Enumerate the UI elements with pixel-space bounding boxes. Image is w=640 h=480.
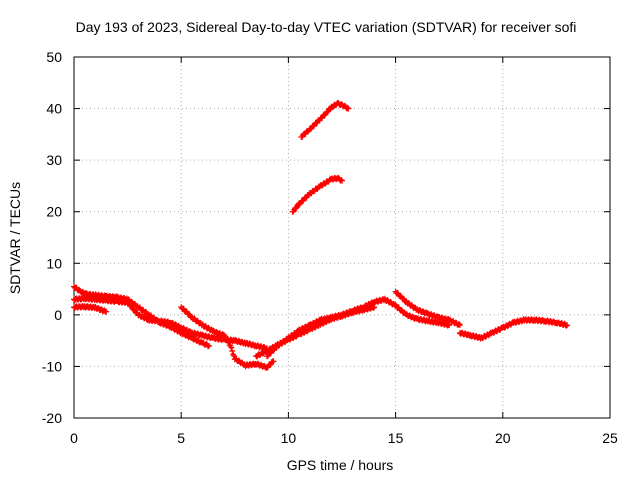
x-tick-label: 25 [602, 430, 618, 446]
x-tick-label: 10 [281, 430, 297, 446]
series-markers [298, 100, 352, 140]
data-points [71, 100, 571, 371]
series-arc-h [456, 316, 571, 342]
series-markers [289, 174, 345, 215]
y-tick-label: 20 [46, 204, 62, 220]
series-markers [178, 304, 277, 371]
plot-frame [73, 56, 611, 419]
y-tick-label: 30 [46, 152, 62, 168]
y-tick-label: -10 [42, 358, 62, 374]
gridlines [74, 57, 610, 418]
y-tick-label: -20 [42, 410, 62, 426]
y-tick-label: 0 [54, 307, 62, 323]
series-arc-a [71, 294, 270, 352]
y-tick-label: 40 [46, 101, 62, 117]
series-arc-i [289, 174, 345, 215]
x-tick-label: 20 [495, 430, 511, 446]
series-arc-e [263, 295, 453, 360]
y-tick-label: 50 [46, 49, 62, 65]
series-markers [456, 316, 571, 342]
x-tick-label: 0 [70, 430, 78, 446]
y-axis-label: SDTVAR / TECUs [7, 182, 23, 294]
series-arc-c [71, 283, 213, 350]
series-markers [71, 283, 213, 350]
series-arc-b [71, 302, 110, 315]
series-arc-j [298, 100, 352, 140]
series-markers [392, 288, 463, 329]
x-axis-label: GPS time / hours [287, 457, 394, 473]
series-arc-f [253, 304, 378, 360]
chart-title: Day 193 of 2023, Sidereal Day-to-day VTE… [76, 19, 577, 35]
series-markers [71, 294, 270, 352]
axis-ticks: 0 5 10 15 20 25 -20 -10 0 10 20 30 40 50 [42, 49, 618, 446]
x-tick-label: 5 [177, 430, 185, 446]
series-markers [71, 302, 110, 315]
series-markers [263, 295, 453, 360]
series-arc-g [392, 288, 463, 329]
x-tick-label: 15 [388, 430, 404, 446]
series-markers [253, 304, 378, 360]
series-arc-d [178, 304, 277, 371]
y-tick-label: 10 [46, 255, 62, 271]
